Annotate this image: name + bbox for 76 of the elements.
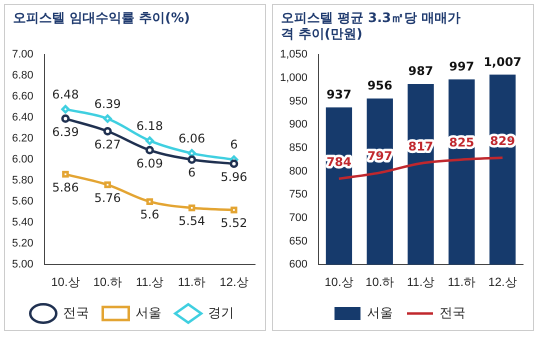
legend-label: 전국 bbox=[440, 305, 466, 320]
y-tick-label: 750 bbox=[289, 188, 308, 201]
legend-label: 서울 bbox=[135, 305, 162, 320]
point bbox=[145, 136, 154, 145]
y-tick-label: 600 bbox=[289, 258, 308, 271]
x-tick-label: 10.하 bbox=[93, 275, 122, 290]
y-tick-label: 5.20 bbox=[12, 238, 34, 250]
data-label: 6 bbox=[230, 138, 238, 152]
point bbox=[146, 198, 154, 205]
chart-title: 오피스텔 평균 3.3㎡당 매매가격 추이(만원) bbox=[280, 10, 462, 44]
point bbox=[62, 170, 69, 178]
y-tick-label: 1,050 bbox=[280, 48, 308, 61]
data-label: 829 bbox=[490, 134, 516, 148]
y-tick-label: 5.40 bbox=[12, 216, 34, 229]
y-tick-label: 850 bbox=[289, 142, 308, 154]
point bbox=[145, 146, 154, 154]
x-tick-label: 12.상 bbox=[220, 275, 248, 290]
x-tick-label: 11.상 bbox=[136, 275, 164, 290]
data-label: 5.52 bbox=[220, 216, 248, 230]
data-label: 6 bbox=[188, 166, 196, 180]
y-tick-label: 650 bbox=[289, 235, 308, 248]
y-tick-label: 5.60 bbox=[12, 196, 34, 208]
point bbox=[103, 114, 112, 123]
data-label: 997 bbox=[449, 59, 474, 74]
x-tick-label: 11.상 bbox=[406, 275, 435, 290]
data-label: 6.09 bbox=[136, 156, 164, 170]
point bbox=[103, 127, 112, 136]
x-tick-label: 10.하 bbox=[366, 275, 394, 290]
data-label: 6.18 bbox=[136, 118, 164, 133]
point bbox=[61, 104, 70, 114]
data-label: 5.6 bbox=[140, 208, 160, 222]
y-tick-label: 1,000 bbox=[280, 72, 308, 84]
data-label: 956 bbox=[367, 78, 392, 93]
point bbox=[104, 181, 111, 188]
y-tick-label: 6.00 bbox=[12, 154, 34, 166]
data-label: 5.86 bbox=[52, 180, 79, 194]
y-tick-label: 700 bbox=[289, 212, 308, 224]
x-tick-label: 10.상 bbox=[324, 275, 354, 290]
legend-label: 경기 bbox=[208, 305, 234, 320]
data-label: 797 bbox=[367, 148, 392, 163]
x-tick-label: 11.하 bbox=[448, 275, 476, 290]
y-tick-label: 7.00 bbox=[12, 48, 34, 61]
data-label: 5.76 bbox=[94, 190, 121, 205]
data-label: 937 bbox=[326, 87, 352, 102]
data-label: 987 bbox=[408, 64, 434, 78]
y-tick-label: 900 bbox=[289, 118, 308, 131]
point bbox=[188, 155, 196, 164]
x-tick-label: 12.상 bbox=[488, 275, 517, 290]
point bbox=[188, 204, 196, 212]
data-label: 817 bbox=[408, 139, 434, 154]
data-label: 6.48 bbox=[52, 87, 79, 102]
data-label: 6.39 bbox=[94, 96, 121, 111]
point bbox=[61, 114, 70, 123]
x-tick-label: 11.하 bbox=[178, 275, 206, 290]
data-label: 5.96 bbox=[220, 170, 248, 184]
data-label: 6.39 bbox=[52, 124, 79, 139]
y-tick-label: 6.20 bbox=[12, 132, 34, 145]
data-label: 6.27 bbox=[94, 137, 121, 152]
legend-label: 전국 bbox=[62, 305, 89, 320]
x-tick-label: 10.상 bbox=[51, 275, 80, 290]
y-tick-label: 6.40 bbox=[12, 112, 34, 124]
point bbox=[230, 160, 238, 168]
legend-label: 서울 bbox=[367, 305, 393, 320]
y-tick-label: 6.60 bbox=[12, 90, 34, 103]
point bbox=[230, 206, 238, 214]
data-label: 6.06 bbox=[178, 131, 206, 146]
chart-title: 오피스텔 임대수익률 추이(%) bbox=[12, 10, 191, 28]
data-label: 1,007 bbox=[484, 54, 522, 69]
y-tick-label: 5.80 bbox=[12, 174, 34, 187]
data-label: 825 bbox=[449, 136, 474, 150]
y-tick-label: 950 bbox=[289, 95, 308, 108]
y-tick-label: 5.00 bbox=[12, 258, 34, 271]
data-label: 784 bbox=[326, 154, 352, 169]
data-label: 5.54 bbox=[178, 214, 206, 228]
y-tick-label: 6.80 bbox=[12, 70, 34, 82]
y-tick-label: 800 bbox=[289, 165, 308, 178]
